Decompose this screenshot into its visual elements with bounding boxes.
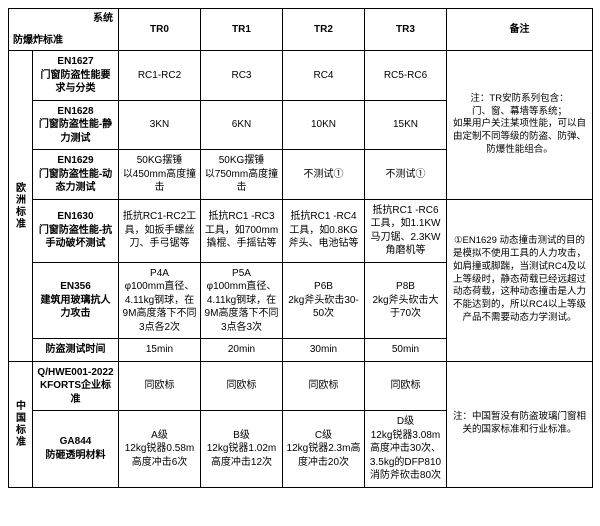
cell: 6KN bbox=[201, 100, 283, 150]
label-qhwe: Q/HWE001-2022KFORTS企业标准 bbox=[33, 361, 119, 411]
cell: 不测试① bbox=[283, 150, 365, 200]
cell: P4Aφ100mm直径、4.11kg钢球，在9M高度落下不同3点各2次 bbox=[119, 262, 201, 339]
cell: 20min bbox=[201, 339, 283, 362]
cell: RC1-RC2 bbox=[119, 51, 201, 101]
row-en1630: EN1630门窗防盗性能-抗手动破坏测试 抵抗RC1-RC2工具，如扳手螺丝刀、… bbox=[9, 199, 593, 262]
cell: 10KN bbox=[283, 100, 365, 150]
remarks-2: ①EN1629 动态撞击测试的目的是模拟不使用工具的人力攻击，如肩撞或脚踹，当测… bbox=[447, 199, 593, 361]
label-en1627: EN1627门窗防盗性能要求与分类 bbox=[33, 51, 119, 101]
cell: 抵抗RC1 -RC4工具，如0.8KG斧头、电池钻等 bbox=[283, 199, 365, 262]
cell: 15KN bbox=[365, 100, 447, 150]
col-tr1: TR1 bbox=[201, 9, 283, 51]
col-tr0: TR0 bbox=[119, 9, 201, 51]
cell: 30min bbox=[283, 339, 365, 362]
cell: A级12kg锐器0.58m高度冲击6次 bbox=[119, 411, 201, 488]
cell: P6B2kg斧头砍击30-50次 bbox=[283, 262, 365, 339]
cell: 不测试① bbox=[365, 150, 447, 200]
cell: 同欧标 bbox=[283, 361, 365, 411]
header-corner-left: 防爆炸标准 bbox=[13, 34, 63, 48]
cell: C级12kg锐器2.3m高度冲击20次 bbox=[283, 411, 365, 488]
label-en1629: EN1629门窗防盗性能-动态力测试 bbox=[33, 150, 119, 200]
cell: RC4 bbox=[283, 51, 365, 101]
header-corner-right: 系统 bbox=[93, 12, 113, 26]
cell: 抵抗RC1-RC2工具，如扳手螺丝刀、手弓锯等 bbox=[119, 199, 201, 262]
label-ga844: GA844防砸透明材料 bbox=[33, 411, 119, 488]
cell: 50KG摆锤以750mm高度撞击 bbox=[201, 150, 283, 200]
cell: RC5-RC6 bbox=[365, 51, 447, 101]
row-qhwe: 中国标准 Q/HWE001-2022KFORTS企业标准 同欧标 同欧标 同欧标… bbox=[9, 361, 593, 411]
cell: B级12kg锐器1.02m高度冲击12次 bbox=[201, 411, 283, 488]
cell: 50KG摆锤以450mm高度撞击 bbox=[119, 150, 201, 200]
row-en1627: 欧洲标准 EN1627门窗防盗性能要求与分类 RC1-RC2 RC3 RC4 R… bbox=[9, 51, 593, 101]
cell: 3KN bbox=[119, 100, 201, 150]
remarks-1: 注：TR安防系列包含：门、窗、幕墙等系统；如果用户关注某项性能，可以自由定制不同… bbox=[447, 51, 593, 200]
cell: 同欧标 bbox=[119, 361, 201, 411]
cell: 抵抗RC1 -RC3工具，如700mm撬棍、手摇钻等 bbox=[201, 199, 283, 262]
label-en356: EN356建筑用玻璃抗人力攻击 bbox=[33, 262, 119, 339]
col-tr3: TR3 bbox=[365, 9, 447, 51]
group-eu: 欧洲标准 bbox=[12, 182, 26, 230]
label-time: 防盗测试时间 bbox=[33, 339, 119, 362]
cell: P5Aφ100mm直径、4.11kg钢球，在9M高度落下不同3点各3次 bbox=[201, 262, 283, 339]
cell: 同欧标 bbox=[201, 361, 283, 411]
remarks-3: 注：中国暂没有防盗玻璃门窗相关的国家标准和行业标准。 bbox=[447, 361, 593, 487]
cell: P8B2kg斧头砍击大于70次 bbox=[365, 262, 447, 339]
group-cn: 中国标准 bbox=[12, 400, 26, 448]
header-row: 防爆炸标准 系统 TR0 TR1 TR2 TR3 备注 bbox=[9, 9, 593, 51]
label-en1630: EN1630门窗防盗性能-抗手动破坏测试 bbox=[33, 199, 119, 262]
col-remarks: 备注 bbox=[447, 9, 593, 51]
cell: 抵抗RC1 -RC6工具，如1.1KW马刀锯、2.3KW角磨机等 bbox=[365, 199, 447, 262]
col-tr2: TR2 bbox=[283, 9, 365, 51]
cell: 同欧标 bbox=[365, 361, 447, 411]
cell: 15min bbox=[119, 339, 201, 362]
cell: D级12kg锐器3.08m高度冲击30次、3.5kg的DFP810消防斧砍击80… bbox=[365, 411, 447, 488]
cell: RC3 bbox=[201, 51, 283, 101]
label-en1628: EN1628门窗防盗性能-静力测试 bbox=[33, 100, 119, 150]
cell: 50min bbox=[365, 339, 447, 362]
standards-table: 防爆炸标准 系统 TR0 TR1 TR2 TR3 备注 欧洲标准 EN1627门… bbox=[8, 8, 593, 488]
